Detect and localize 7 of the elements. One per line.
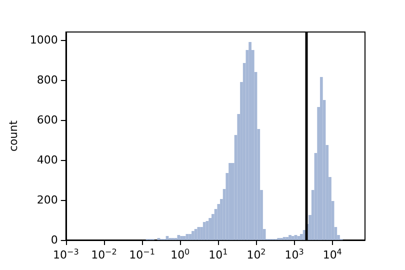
y-tick-label: 200: [36, 194, 58, 206]
y-tick-label: 400: [36, 154, 58, 166]
y-tick-label: 600: [36, 114, 58, 126]
y-tick-label: 1000: [30, 34, 58, 46]
y-tick-label: 800: [36, 74, 58, 86]
y-tick-label: 0: [50, 234, 58, 246]
y-axis-title: count: [7, 120, 20, 152]
